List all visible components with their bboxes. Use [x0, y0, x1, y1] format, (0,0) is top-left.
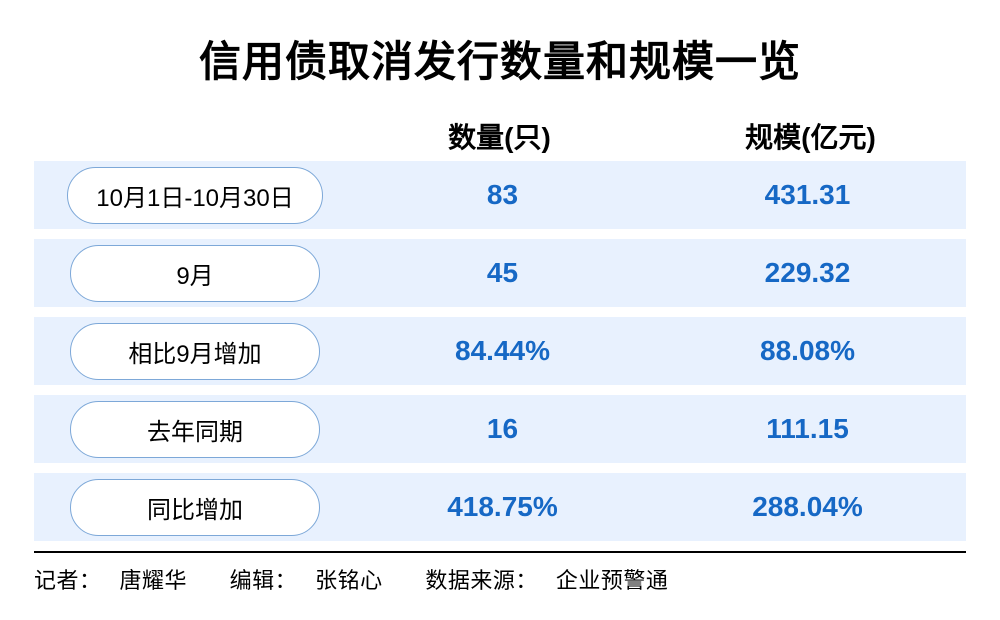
- table-header: 数量(只) 规模(亿元): [34, 111, 966, 161]
- row-label-cell: 相比9月增加: [40, 323, 350, 380]
- data-table: 数量(只) 规模(亿元) 10月1日-10月30日 83 431.31 9月 4…: [34, 111, 966, 541]
- data-source: 数据来源：企业预警通: [425, 568, 686, 593]
- footer-credits: 记者：唐耀华 编辑：张铭心 数据来源：企业预警通: [34, 551, 966, 595]
- chart-container: 信用债取消发行数量和规模一览 数量(只) 规模(亿元) 10月1日-10月30日…: [0, 0, 1000, 620]
- table-row: 相比9月增加 84.44% 88.08%: [34, 317, 966, 385]
- row-quantity: 83: [350, 179, 655, 211]
- reporter: 记者：唐耀华: [34, 568, 205, 593]
- table-row: 9月 45 229.32: [34, 239, 966, 307]
- row-label: 9月: [70, 245, 320, 302]
- row-scale: 111.15: [655, 413, 960, 445]
- col-scale: 规模(亿元): [655, 116, 966, 156]
- row-scale: 229.32: [655, 257, 960, 289]
- row-scale: 288.04%: [655, 491, 960, 523]
- row-quantity: 45: [350, 257, 655, 289]
- row-label: 去年同期: [70, 401, 320, 458]
- table-row: 同比增加 418.75% 288.04%: [34, 473, 966, 541]
- row-label: 10月1日-10月30日: [67, 167, 322, 224]
- row-label: 同比增加: [70, 479, 320, 536]
- row-label-cell: 9月: [40, 245, 350, 302]
- table-row: 去年同期 16 111.15: [34, 395, 966, 463]
- row-label-cell: 同比增加: [40, 479, 350, 536]
- row-quantity: 418.75%: [350, 491, 655, 523]
- row-scale: 88.08%: [655, 335, 960, 367]
- row-label-cell: 去年同期: [40, 401, 350, 458]
- row-quantity: 84.44%: [350, 335, 655, 367]
- row-label-cell: 10月1日-10月30日: [40, 167, 350, 224]
- page-title: 信用债取消发行数量和规模一览: [34, 28, 966, 89]
- editor: 编辑：张铭心: [230, 568, 401, 593]
- row-quantity: 16: [350, 413, 655, 445]
- row-scale: 431.31: [655, 179, 960, 211]
- table-row: 10月1日-10月30日 83 431.31: [34, 161, 966, 229]
- col-quantity: 数量(只): [344, 116, 655, 156]
- row-label: 相比9月增加: [70, 323, 320, 380]
